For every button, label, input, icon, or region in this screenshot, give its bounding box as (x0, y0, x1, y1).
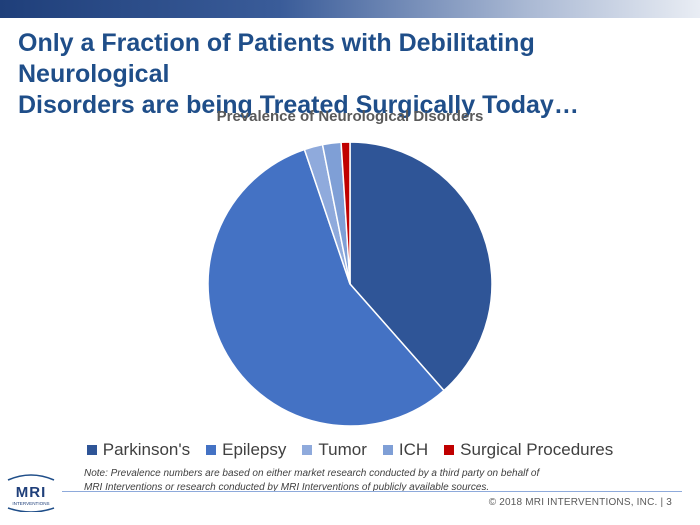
slide-title-line-2: Disorders are being Treated Surgically T… (18, 91, 579, 119)
footnote: Note: Prevalence numbers are based on ei… (84, 467, 644, 495)
pie-slice-epilepsy (207, 148, 445, 427)
legend-swatch-surgical-procedures (444, 445, 455, 455)
slide-title: Only a Fraction of Patients with Debilit… (18, 28, 688, 121)
legend-swatch-tumor (302, 445, 313, 455)
legend-item-tumor: Tumor (302, 440, 367, 460)
pie-slice-surgical-procedures (340, 141, 351, 285)
legend-label-parkinson-s: Parkinson's (102, 440, 191, 459)
footnote-line-1: Note: Prevalence numbers are based on ei… (84, 468, 540, 479)
footer-copyright: © 2018 MRI INTERVENTIONS, INC. | 3 (488, 497, 672, 508)
legend-swatch-parkinson-s (86, 445, 97, 455)
legend-swatch-ich (382, 445, 393, 455)
legend-label-surgical-procedures: Surgical Procedures (460, 440, 614, 459)
legend-label-ich: ICH (398, 440, 429, 459)
logo-mark: MRI INTERVENTIONS (7, 474, 55, 512)
chart-title: Prevalence of Neurological Disorders (216, 108, 484, 125)
logo-text: MRI (16, 484, 47, 501)
legend-item-epilepsy: Epilepsy (206, 440, 286, 460)
legend-label-tumor: Tumor (318, 440, 367, 459)
pie-slice-parkinson-s (349, 141, 493, 392)
header-gradient-bar (0, 0, 700, 18)
pie-chart (207, 141, 493, 427)
slide-title-line-1: Only a Fraction of Patients with Debilit… (18, 29, 535, 88)
pie-slices (207, 141, 493, 427)
logo-subtext: INTERVENTIONS (12, 501, 49, 506)
chart-legend: Parkinson's Epilepsy Tumor ICH Surgical Proc… (0, 440, 700, 460)
legend-swatch-epilepsy (206, 445, 217, 455)
legend-item-surgical-procedures: Surgical Procedures (444, 440, 613, 460)
legend-item-ich: ICH (382, 440, 429, 460)
legend-item-parkinson-s: Parkinson's (86, 440, 191, 460)
company-logo: MRI INTERVENTIONS (4, 472, 58, 512)
footnote-line-2: MRI Interventions or research conducted … (84, 482, 490, 493)
footer-divider (62, 491, 682, 492)
legend-label-epilepsy: Epilepsy (222, 440, 287, 459)
